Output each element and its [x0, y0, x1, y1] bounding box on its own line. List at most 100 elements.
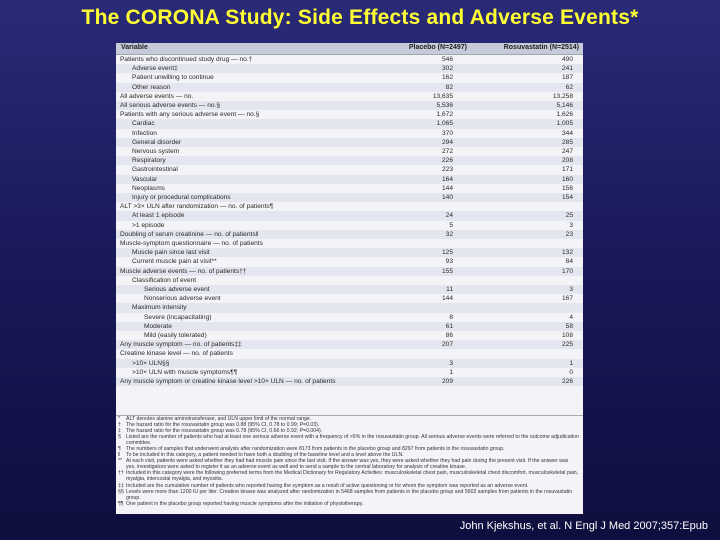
placebo-value: 164 [441, 175, 453, 183]
row-label: Moderate [144, 322, 172, 330]
rosuvastatin-value: 285 [561, 138, 573, 146]
table-row: Muscle adverse events — no. of patients†… [116, 266, 583, 276]
rosuvastatin-value: 156 [561, 184, 573, 192]
table-row: Current muscle pain at visit** 93 84 [116, 257, 583, 266]
row-label: Cardiac [132, 120, 155, 128]
table-row: Vascular 164 160 [116, 174, 583, 184]
table-row: Infection 370 344 [116, 129, 583, 138]
row-label: Muscle pain since last visit [132, 249, 210, 257]
placebo-value: 1,065 [436, 120, 453, 128]
footnote-text: ALT denotes alanine aminotransferase, an… [126, 416, 312, 422]
col-variable-header: Variable [121, 44, 148, 51]
footnote: ‖ To be included in this category, a pati… [116, 452, 583, 458]
footnote-symbol: ‖ [118, 452, 121, 459]
row-label: All serious adverse events — no.§ [120, 102, 221, 109]
rosuvastatin-value: 241 [561, 65, 573, 73]
rosuvastatin-value: 171 [561, 166, 573, 174]
rosuvastatin-value: 58 [565, 322, 573, 330]
rosuvastatin-value: 23 [565, 230, 573, 238]
footnote: †† Included in this category were the fol… [116, 470, 583, 482]
rosuvastatin-value: 160 [561, 175, 573, 183]
row-label: Adverse event‡ [132, 65, 178, 73]
footnote: § Listed are the number of patients who h… [116, 434, 583, 446]
rosuvastatin-value: 247 [561, 148, 573, 155]
row-label: Any muscle symptom — no. of patients‡‡ [120, 341, 242, 349]
table-row: Creatine kinase level — no. of patients [116, 349, 583, 358]
rosuvastatin-value: 187 [561, 74, 573, 82]
adverse-events-table: Variable Placebo (N=2497) Rosuvastatin (… [116, 43, 583, 415]
placebo-value: 144 [441, 184, 453, 192]
row-label: Neoplasms [132, 184, 165, 192]
placebo-value: 125 [441, 249, 453, 257]
row-label: Creatine kinase level — no. of patients [120, 350, 233, 358]
rosuvastatin-value: 4 [569, 313, 573, 321]
rosuvastatin-value: 62 [565, 83, 573, 91]
table-row: Patient unwilling to continue 162 187 [116, 73, 583, 82]
footnote: ¶¶ One patient in the placebo group repor… [116, 501, 583, 507]
placebo-value: 226 [441, 157, 453, 165]
footnote-symbol: § [118, 434, 121, 441]
table-row: All adverse events — no. 13,635 13,258 [116, 92, 583, 101]
placebo-value: 82 [445, 83, 453, 91]
placebo-value: 223 [441, 166, 453, 174]
table-row: Muscle pain since last visit 125 132 [116, 248, 583, 258]
row-label: Maximum intensity [132, 304, 187, 312]
footnote-text: Included in this category were the follo… [126, 470, 579, 483]
placebo-value: 546 [441, 56, 453, 63]
rosuvastatin-value: 167 [561, 295, 573, 303]
rosuvastatin-value: 226 [561, 378, 573, 385]
rosuvastatin-value: 13,258 [552, 92, 573, 100]
table-row: ALT >3× ULN after randomization — no. of… [116, 202, 583, 211]
table-row: Gastrointestinal 223 171 [116, 165, 583, 174]
placebo-value: 93 [445, 258, 453, 266]
table-row: All serious adverse events — no.§ 5,536 5,… [116, 101, 583, 111]
row-label: Doubling of serum creatinine — no. of pa… [120, 230, 259, 238]
rosuvastatin-value: 132 [561, 249, 573, 257]
table-row: Injury or procedural complications 140 154 [116, 193, 583, 203]
row-label: Other reason [132, 83, 171, 91]
footnote-symbol: † [118, 422, 121, 429]
rosuvastatin-value: 170 [561, 267, 573, 275]
placebo-value: 86 [445, 332, 453, 339]
rosuvastatin-value: 3 [569, 221, 573, 229]
footnote: ¶ The numbers of samples that underwent a… [116, 446, 583, 452]
row-label: Nervous system [132, 148, 180, 155]
row-label: General disorder [132, 138, 182, 146]
placebo-value: 5,536 [436, 102, 453, 109]
table-row: Maximum intensity [116, 303, 583, 313]
row-label: Injury or procedural complications [132, 194, 231, 201]
row-label: Mild (easily tolerated) [144, 332, 207, 339]
footnotes: * ALT denotes alanine aminotransferase, a… [116, 415, 583, 514]
col-placebo-header: Placebo (N=2497) [408, 44, 467, 51]
row-label: Classification of event [132, 276, 197, 284]
table-row: General disorder 294 285 [116, 137, 583, 147]
rosuvastatin-value: 108 [561, 332, 573, 339]
row-label: Muscle-symptom questionnaire — no. of pa… [120, 240, 263, 247]
rosuvastatin-value: 1,005 [556, 120, 573, 128]
placebo-value: 209 [441, 378, 453, 385]
rosuvastatin-value: 25 [565, 212, 573, 220]
table-row: >10× ULN with muscle symptoms¶¶ 1 0 [116, 368, 583, 377]
row-label: >10× ULN with muscle symptoms¶¶ [132, 368, 238, 376]
row-label: Gastrointestinal [132, 166, 178, 174]
col-rosuvastatin-header: Rosuvastatin (N=2514) [503, 44, 579, 51]
row-label: >10× ULN§§ [132, 359, 170, 367]
placebo-value: 155 [441, 267, 453, 275]
footnote-symbol: ¶¶ [118, 500, 124, 507]
table-row: Mild (easily tolerated) 86 108 [116, 331, 583, 340]
rosuvastatin-value: 490 [561, 56, 573, 63]
footnote-text: The numbers of samples that underwent an… [126, 446, 505, 453]
footnote-text: Included are the cumulative number of pa… [126, 482, 529, 489]
row-label: Patients with any serious adverse event … [120, 111, 260, 119]
row-label: >1 episode [132, 221, 165, 229]
row-label: Serious adverse event [144, 286, 210, 293]
row-label: Infection [132, 129, 157, 137]
row-label: Severe (incapacitating) [144, 313, 212, 321]
placebo-value: 302 [441, 65, 453, 73]
footnote-symbol: §§ [118, 488, 124, 495]
row-label: Patient unwilling to continue [132, 74, 214, 82]
table-row: Patients with any serious adverse event … [116, 110, 583, 119]
placebo-value: 11 [446, 286, 453, 293]
footnote-symbol: ¶ [118, 446, 121, 453]
footnote-symbol: ‡‡ [118, 482, 124, 489]
